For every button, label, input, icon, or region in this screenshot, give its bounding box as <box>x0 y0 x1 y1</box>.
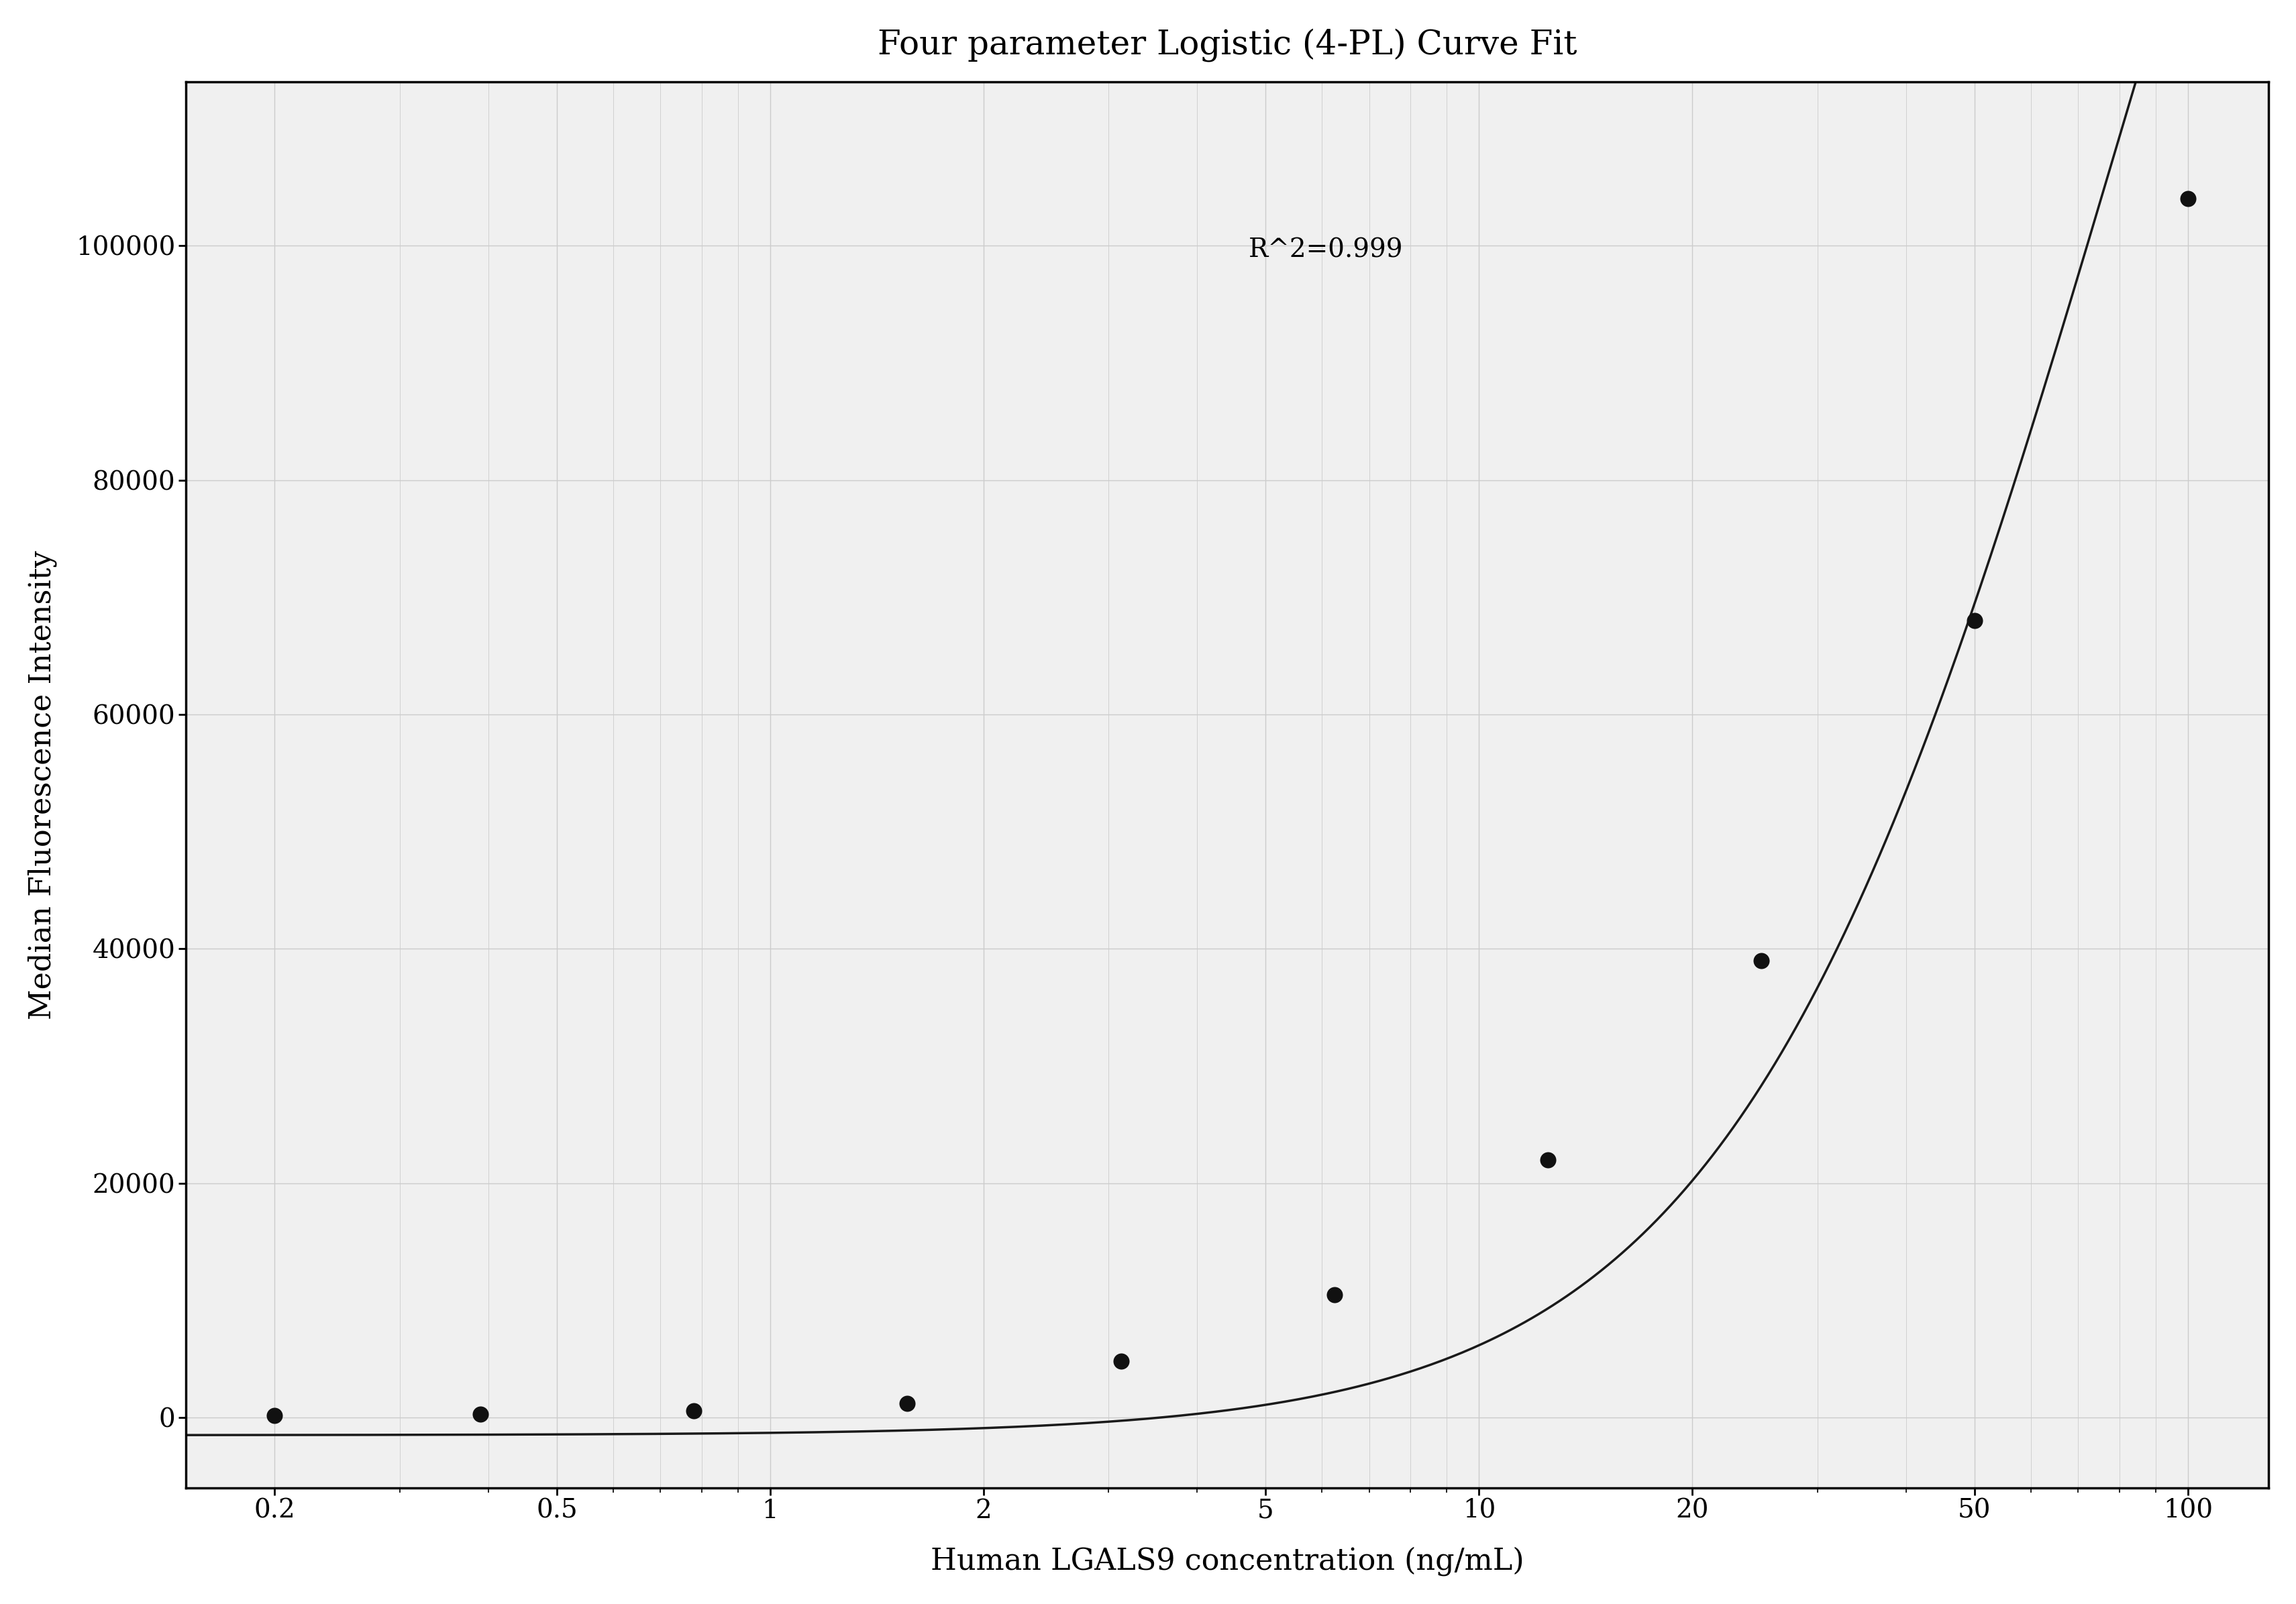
Point <box>1743 948 1779 974</box>
Point <box>1102 1349 1139 1375</box>
X-axis label: Human LGALS9 concentration (ng/mL): Human LGALS9 concentration (ng/mL) <box>930 1546 1525 1577</box>
Point <box>1316 1282 1352 1307</box>
Title: Four parameter Logistic (4-PL) Curve Fit: Four parameter Logistic (4-PL) Curve Fit <box>877 27 1577 61</box>
Point <box>1529 1147 1566 1173</box>
Point <box>889 1391 925 1416</box>
Y-axis label: Median Fluorescence Intensity: Median Fluorescence Intensity <box>28 550 57 1020</box>
Point <box>257 1402 294 1428</box>
Point <box>461 1402 498 1428</box>
Point <box>675 1397 712 1423</box>
Point <box>1956 608 1993 634</box>
Text: R^2=0.999: R^2=0.999 <box>1249 237 1403 263</box>
Point <box>2170 186 2206 212</box>
